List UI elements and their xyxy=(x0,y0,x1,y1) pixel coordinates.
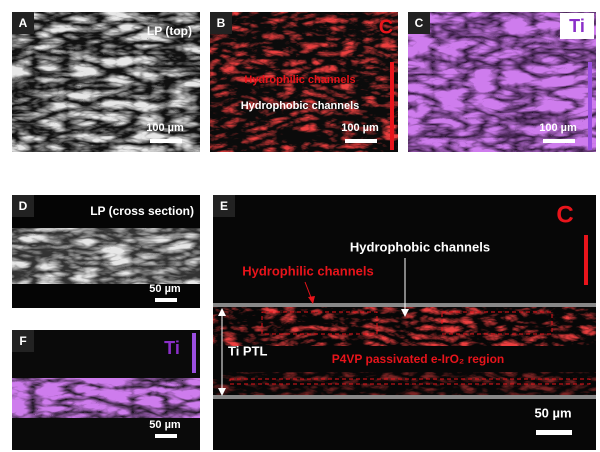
label-box xyxy=(12,195,34,217)
element-label: C xyxy=(379,16,393,38)
scale-bar xyxy=(155,298,177,302)
panel-b: B C Hydrophilic channels Hydrophobic cha… xyxy=(210,12,398,152)
scale-text: 50 µm xyxy=(149,419,181,431)
dashed-box xyxy=(261,311,378,335)
panel-label: A xyxy=(19,16,28,30)
dashed-box xyxy=(441,311,553,335)
scale-bar xyxy=(345,139,377,143)
scale-text: 100 µm xyxy=(341,122,379,134)
scale-text: 50 µm xyxy=(149,283,181,295)
texture xyxy=(12,12,200,152)
panel-label: D xyxy=(19,199,28,213)
label-box xyxy=(408,12,430,34)
panel-d: D LP (cross section) 50 µm xyxy=(12,195,200,308)
label-box xyxy=(12,12,34,34)
color-bar xyxy=(390,62,394,150)
panel-a: A LP (top) 100 µm xyxy=(12,12,200,152)
panel-e: E C Hydrophobic channels Hydrophilic cha… xyxy=(213,195,596,450)
element-box xyxy=(560,13,594,39)
panel-label: B xyxy=(217,16,226,30)
color-bar xyxy=(588,62,592,150)
arrowhead xyxy=(308,296,315,304)
annotation: Hydrophilic channels xyxy=(242,263,373,278)
label-box xyxy=(210,12,232,34)
scale-bar xyxy=(543,139,575,143)
annotation: Hydrophobic channels xyxy=(350,239,490,254)
label-box xyxy=(213,195,235,217)
texture xyxy=(12,228,200,284)
panel-c: C Ti 100 µm xyxy=(408,12,596,152)
annotation: Hydrophobic channels xyxy=(241,100,360,112)
annotation: Hydrophilic channels xyxy=(244,74,355,86)
caption: LP (cross section) xyxy=(90,204,194,218)
scale-bar xyxy=(150,139,182,143)
annotation: P4VP passivated e-IrO₂ region xyxy=(332,352,505,366)
scale-text: 100 µm xyxy=(539,122,577,134)
panel-label: F xyxy=(19,334,26,348)
texture xyxy=(12,378,200,418)
panel-f: F Ti 50 µm xyxy=(12,330,200,450)
label-box xyxy=(12,330,34,352)
element-label: Ti xyxy=(164,338,180,358)
scale-bar xyxy=(155,434,177,438)
texture xyxy=(210,12,398,152)
color-bar xyxy=(584,235,588,285)
arrowhead xyxy=(401,309,409,317)
caption: LP (top) xyxy=(147,24,192,38)
element-label: C xyxy=(556,201,573,228)
scale-text: 100 µm xyxy=(146,122,184,134)
scale-bar xyxy=(536,430,572,435)
scale-text: 50 µm xyxy=(534,405,571,420)
annotation: Ti PTL xyxy=(228,343,268,358)
panel-label: E xyxy=(220,199,228,213)
element-label: Ti xyxy=(569,16,585,36)
panel-label: C xyxy=(415,16,424,30)
color-bar xyxy=(192,333,196,373)
